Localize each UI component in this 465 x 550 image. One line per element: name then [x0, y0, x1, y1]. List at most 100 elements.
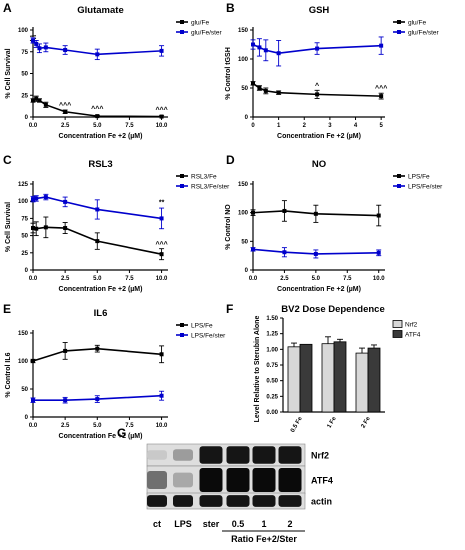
blot-band — [252, 446, 276, 464]
y-tick-label: 0.25 — [266, 394, 278, 400]
series-line — [33, 394, 162, 402]
x-tick-label: 0.0 — [29, 123, 38, 129]
legend-label: LPS/Fe — [191, 322, 213, 329]
chart-C: C RSL3 0.0 2.5 5.0 7.5 10.0 0 25 50 75 100 125 Concen… — [3, 153, 230, 293]
legend-swatch-marker — [397, 184, 401, 188]
y-axis-label: % Control IL6 — [5, 352, 12, 397]
blot-band — [252, 495, 276, 507]
data-point — [34, 96, 39, 101]
x-tick-label: 5.0 — [93, 276, 102, 282]
y-tick-label: 75 — [21, 50, 28, 56]
y-axis-label: % Cell Survival — [5, 48, 12, 98]
data-point — [31, 197, 35, 202]
y-tick-label: 150 — [238, 28, 249, 34]
blot-band — [226, 468, 250, 492]
data-point — [313, 251, 318, 256]
data-point — [95, 239, 100, 244]
y-tick-label: 0 — [25, 415, 29, 421]
y-tick-label: 0.75 — [266, 363, 278, 369]
x-tick-label: 2 — [303, 123, 307, 129]
chart-D: D NO 0.0 2.5 5.0 7.5 10.0 0 50 100 150 Concentratio… — [225, 153, 443, 293]
series-line — [32, 347, 162, 362]
blot-lane-label: LPS — [174, 519, 192, 529]
data-point — [63, 109, 68, 114]
bar-nrf2 — [321, 343, 335, 413]
blot-row-label: Nrf2 — [311, 451, 329, 461]
x-tick-label: 10.0 — [373, 276, 385, 282]
legend-label: LPS/Fe/ster — [408, 183, 443, 190]
y-tick-label: 50 — [241, 86, 248, 92]
series-black — [250, 200, 382, 227]
legend-swatch-marker — [180, 323, 184, 327]
x-axis-label: Concentration Fe +2 (µM) — [277, 286, 361, 293]
data-point — [257, 86, 262, 90]
chart-title: RSL3 — [88, 159, 112, 170]
x-tick-label: 3 — [328, 123, 332, 129]
data-point — [63, 398, 68, 403]
bar-atf4 — [333, 341, 347, 413]
data-point — [43, 102, 48, 107]
data-point — [251, 247, 255, 252]
data-point — [43, 195, 48, 200]
data-point — [95, 207, 100, 212]
data-point — [95, 346, 100, 351]
data-point — [276, 51, 281, 56]
series-black — [30, 216, 165, 261]
y-tick-label: 100 — [18, 199, 29, 205]
series-black — [30, 95, 165, 119]
bar-nrf2 — [287, 346, 301, 413]
data-point — [95, 52, 100, 57]
blot-band — [278, 468, 302, 492]
data-point — [159, 393, 164, 398]
data-point — [43, 45, 48, 50]
data-point — [34, 226, 39, 231]
y-tick-label: 50 — [21, 72, 28, 78]
data-point — [376, 250, 381, 255]
series-line — [252, 248, 379, 255]
legend-label: glu/Fe — [408, 19, 426, 26]
y-axis-label: Level Relative to Sterubin Alone — [254, 316, 261, 423]
y-tick-label: 75 — [21, 216, 28, 222]
y-tick-label: 100 — [238, 211, 249, 217]
panel-letter-F: F — [226, 302, 233, 316]
chart-title: NO — [312, 159, 326, 170]
legend-label: Nrf2 — [405, 321, 418, 328]
data-point — [159, 114, 164, 119]
x-tick-label: 0 — [251, 123, 255, 129]
x-tick-label: 7.5 — [125, 423, 134, 429]
x-tick-label: 10.0 — [156, 123, 168, 129]
data-point — [315, 92, 320, 97]
series-blue — [30, 390, 165, 404]
significance-marker: ^^^ — [91, 105, 103, 113]
y-tick-label: 25 — [21, 93, 28, 99]
data-point — [313, 211, 318, 216]
panel-letter-E: E — [3, 302, 11, 316]
y-tick-label: 1.50 — [266, 316, 278, 322]
x-tick-label: 5 — [379, 123, 383, 129]
data-point — [63, 226, 68, 231]
data-point — [376, 213, 381, 218]
panel-letter-G: G — [117, 426, 126, 440]
data-point — [257, 45, 262, 50]
y-tick-label: 50 — [21, 234, 28, 240]
y-axis-label: % Control tGSH — [225, 47, 232, 100]
chart-title: IL6 — [94, 308, 108, 319]
panel-letter-C: C — [3, 153, 12, 167]
data-point — [159, 48, 164, 53]
blot-band — [226, 495, 250, 507]
bar-nrf2 — [355, 352, 369, 413]
data-point — [251, 42, 255, 47]
x-tick-label: 2 Fe — [361, 415, 373, 429]
legend-swatch-marker — [397, 20, 401, 24]
data-point — [282, 208, 287, 213]
x-tick-label: 7.5 — [125, 123, 134, 129]
x-axis-label: Concentration Fe +2 (µM) — [59, 133, 143, 140]
chart-title: Glutamate — [77, 5, 123, 16]
series-blue — [30, 193, 165, 230]
blot-band — [199, 495, 223, 507]
legend-swatch — [392, 330, 403, 338]
legend-label: RSL3/Fe — [191, 173, 217, 180]
blot-band — [199, 446, 223, 464]
y-tick-label: 0 — [25, 115, 29, 121]
